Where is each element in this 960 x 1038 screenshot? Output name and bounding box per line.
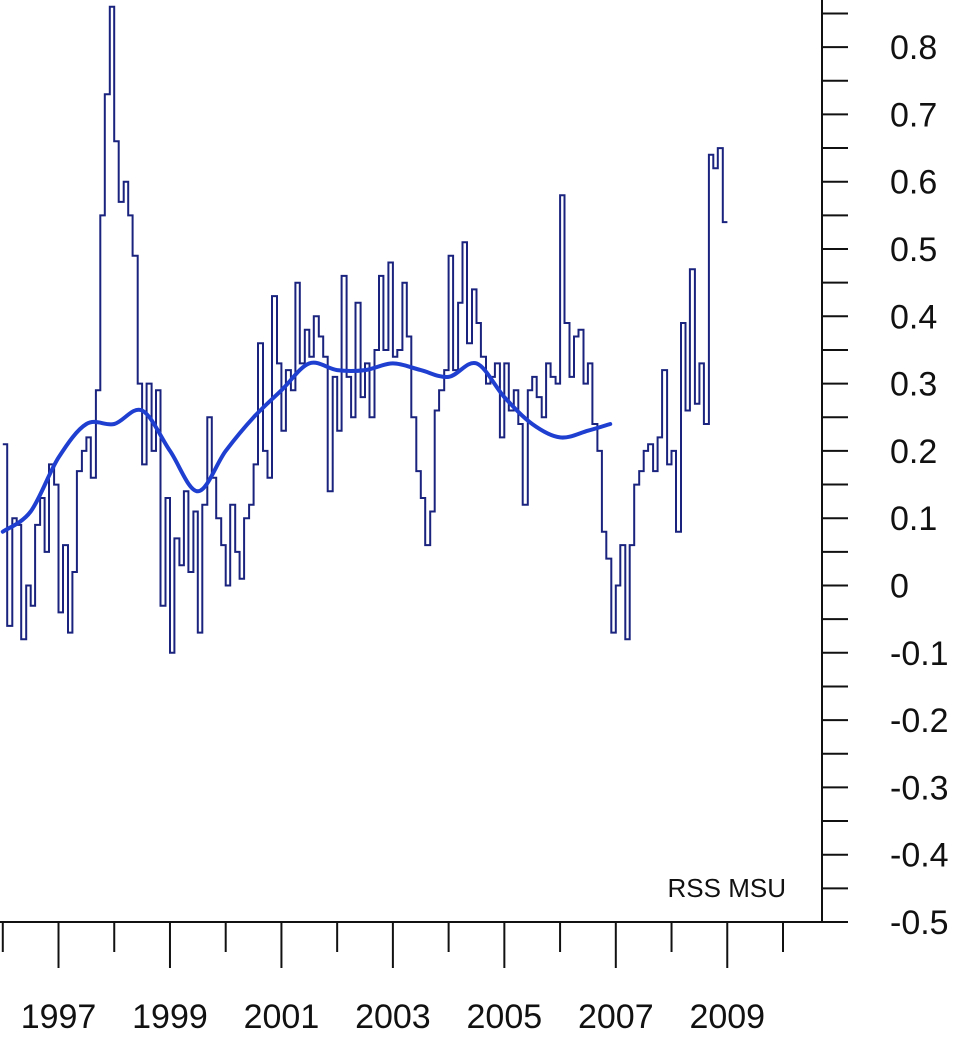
- y-tick-label: 0.6: [890, 164, 937, 202]
- x-tick-label: 2003: [355, 998, 431, 1036]
- x-tick-label: 1999: [132, 998, 208, 1036]
- y-tick-label: -0.2: [890, 702, 949, 740]
- y-tick-label: 0.1: [890, 500, 937, 538]
- y-tick-label: 0.5: [890, 231, 937, 269]
- y-tick-label: -0.3: [890, 769, 949, 807]
- monthly-series-line: [2, 5, 728, 654]
- x-tick-label: 2007: [578, 998, 654, 1036]
- y-tick-label: -0.5: [890, 904, 949, 942]
- y-tick-label: 0.3: [890, 366, 937, 404]
- y-tick-label: -0.1: [890, 635, 949, 673]
- x-ticks: 1997 1999 2001 2003 2005 2007 2009: [1, 922, 784, 1036]
- y-tick-label: 0.7: [890, 96, 937, 134]
- y-tick-label: 0: [890, 568, 909, 606]
- y-ticks: 0.8 0.7 0.6 0.5 0.4 0.3 0.2 0.1 0 -0.1 -0.2 -0.3 -0.…: [822, 12, 949, 942]
- y-tick-label: 0.8: [890, 29, 937, 67]
- smoothed-series-line: [0, 360, 613, 534]
- x-tick-label: 2005: [467, 998, 543, 1036]
- series-layer: [0, 5, 728, 654]
- y-tick-label: -0.4: [890, 837, 949, 875]
- y-tick-label: 0.2: [890, 433, 937, 471]
- y-tick-label: 0.4: [890, 298, 937, 336]
- x-tick-label: 1997: [21, 998, 97, 1036]
- chart-annotation: RSS MSU: [668, 873, 786, 903]
- x-tick-label: 2009: [689, 998, 765, 1036]
- x-tick-label: 2001: [244, 998, 320, 1036]
